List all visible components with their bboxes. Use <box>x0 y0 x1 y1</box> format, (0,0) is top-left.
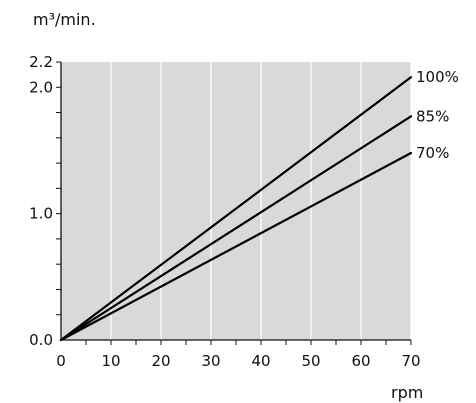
series-label-2: 70% <box>416 144 449 162</box>
y-tick-label-3: 2.2 <box>29 53 53 71</box>
x-axis-title: rpm <box>391 383 423 402</box>
plot-area <box>61 62 411 340</box>
y-tick-label-0: 0.0 <box>29 331 53 349</box>
x-tick-label-2: 20 <box>151 352 170 370</box>
x-tick-label-5: 50 <box>301 352 320 370</box>
series-label-0: 100% <box>416 68 459 86</box>
y-tick-label-2: 2.0 <box>29 78 53 96</box>
series-line-1 <box>59 115 413 342</box>
x-tick-label-6: 60 <box>351 352 370 370</box>
y-tick-label-1: 1.0 <box>29 205 53 223</box>
series-line-2 <box>59 151 413 342</box>
x-tick-label-3: 30 <box>201 352 220 370</box>
x-tick-label-7: 70 <box>401 352 420 370</box>
x-tick-label-4: 40 <box>251 352 270 370</box>
x-tick-label-0: 0 <box>56 352 66 370</box>
x-tick-label-1: 10 <box>101 352 120 370</box>
series-line-0 <box>59 76 413 342</box>
series-label-1: 85% <box>416 107 449 125</box>
y-axis-title: m³/min. <box>33 10 96 29</box>
